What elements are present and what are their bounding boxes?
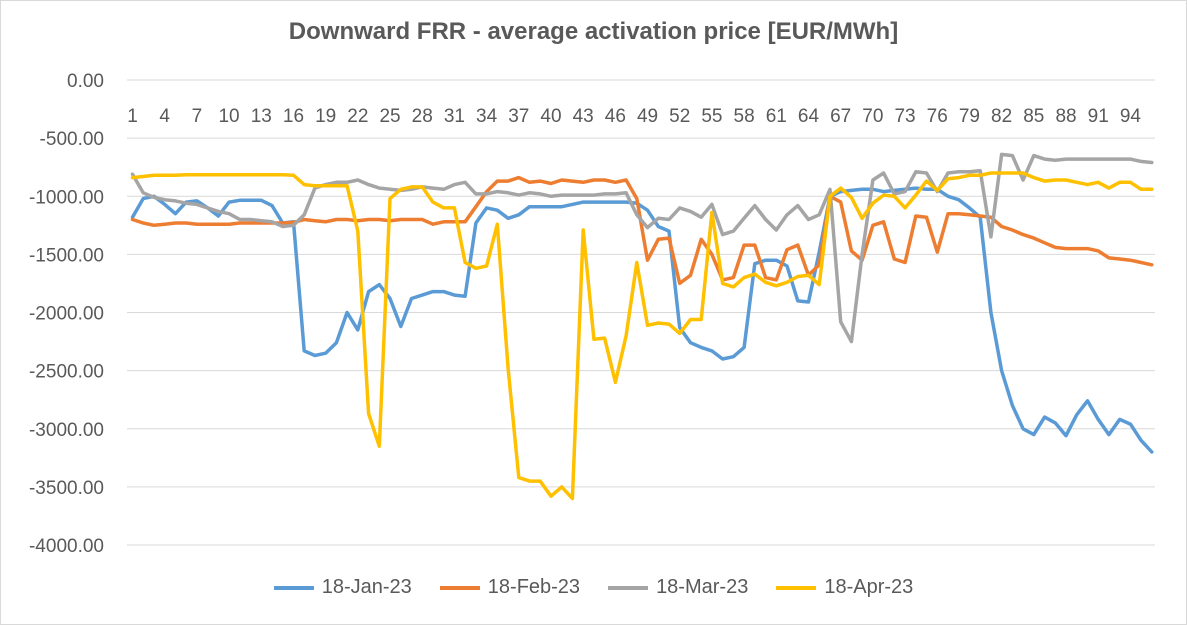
chart-title: Downward FRR - average activation price … — [288, 18, 899, 45]
series-line-1 — [130, 186, 1154, 454]
legend-swatch — [608, 585, 649, 590]
x-tick-label: 79 — [959, 106, 980, 127]
x-tick-label: 61 — [766, 106, 787, 127]
x-tick-label: 49 — [637, 106, 658, 127]
x-tick-label: 25 — [379, 106, 400, 127]
y-tick-label: -1000.00 — [29, 187, 104, 208]
x-tick-label: 46 — [605, 106, 626, 127]
legend-swatch — [273, 585, 314, 590]
x-tick-label: 7 — [192, 106, 203, 127]
x-tick-label: 70 — [862, 106, 883, 127]
y-tick-label: -2500.00 — [29, 362, 104, 383]
series-line-3 — [130, 152, 1154, 344]
legend-item: 18-Mar-23 — [608, 576, 748, 599]
legend-label: 18-Jan-23 — [321, 576, 412, 598]
legend-label: 18-Apr-23 — [824, 576, 914, 598]
series-line-4 — [130, 171, 1154, 501]
x-tick-label: 31 — [444, 106, 465, 127]
legend: 18-Jan-23 18-Feb-23 18-Mar-23 18-Apr-23 — [0, 576, 1187, 599]
legend-swatch — [439, 585, 480, 590]
x-tick-label: 64 — [798, 106, 820, 127]
x-tick-label: 10 — [218, 106, 239, 127]
x-tick-label: 13 — [251, 106, 272, 127]
series-line-2 — [130, 175, 1154, 286]
x-tick-label: 85 — [1023, 106, 1044, 127]
series-lines — [130, 152, 1154, 501]
x-tick-label: 37 — [508, 106, 529, 127]
x-tick-label: 58 — [734, 106, 755, 127]
y-axis-ticks: 0.00 -500.00 -1000.00 -1500.00 -2000.00 -2500… — [29, 71, 104, 557]
y-tick-label: 0.00 — [67, 71, 104, 92]
x-tick-label: 43 — [573, 106, 594, 127]
x-tick-label: 19 — [315, 106, 336, 127]
x-tick-label: 16 — [283, 106, 304, 127]
legend-item: 18-Feb-23 — [439, 576, 581, 599]
x-tick-label: 22 — [347, 106, 368, 127]
x-tick-label: 4 — [159, 106, 170, 127]
legend-item: 18-Apr-23 — [776, 576, 913, 599]
y-tick-label: -4000.00 — [29, 536, 104, 557]
legend-item: 18-Jan-23 — [273, 576, 412, 599]
x-tick-label: 52 — [669, 106, 690, 127]
x-tick-label: 88 — [1055, 106, 1076, 127]
x-tick-label: 34 — [476, 106, 498, 127]
y-tick-label: -3000.00 — [29, 420, 104, 441]
x-tick-label: 1 — [127, 106, 138, 127]
y-tick-label: -3500.00 — [29, 478, 104, 499]
y-tick-label: -1500.00 — [29, 245, 104, 266]
legend-label: 18-Feb-23 — [487, 576, 581, 598]
x-tick-label: 67 — [830, 106, 851, 127]
x-tick-label: 91 — [1088, 106, 1109, 127]
x-tick-label: 40 — [540, 106, 561, 127]
x-tick-label: 82 — [991, 106, 1012, 127]
x-tick-label: 76 — [927, 106, 948, 127]
x-tick-label: 28 — [412, 106, 433, 127]
x-tick-label: 55 — [701, 106, 722, 127]
x-tick-label: 73 — [894, 106, 915, 127]
x-axis-ticks: 1 4 7 10 13 16 19 22 25 28 31 34 37 40 43 46 49 52 55 58 61 6… — [127, 106, 1141, 127]
legend-swatch — [776, 585, 817, 590]
y-tick-label: -500.00 — [40, 129, 104, 150]
x-tick-label: 94 — [1120, 106, 1142, 127]
gridlines — [127, 79, 1155, 546]
y-tick-label: -2000.00 — [29, 304, 104, 325]
legend-label: 18-Mar-23 — [656, 576, 749, 598]
